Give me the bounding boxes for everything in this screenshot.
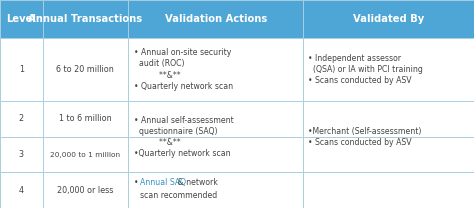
Text: 20,000 to 1 million: 20,000 to 1 million — [50, 152, 120, 158]
Bar — [0, 137, 474, 172]
Bar — [0, 172, 474, 208]
Text: Annual SAQ: Annual SAQ — [140, 178, 186, 187]
Text: • Annual on-site security
  audit (ROC)
          **&**
• Quarterly network scan: • Annual on-site security audit (ROC) **… — [134, 48, 233, 91]
Text: 6 to 20 million: 6 to 20 million — [56, 65, 114, 74]
Text: scan recommended: scan recommended — [140, 191, 217, 200]
Text: 1: 1 — [19, 65, 24, 74]
Bar — [301, 101, 306, 172]
Text: 4: 4 — [19, 186, 24, 195]
Text: & network: & network — [175, 178, 218, 187]
Text: • Annual self-assessment
  questionnaire (SAQ)
          **&**
•Quarterly networ: • Annual self-assessment questionnaire (… — [134, 116, 233, 158]
Text: • Independent assessor
  (QSA) or IA with PCI training
• Scans conducted by ASV: • Independent assessor (QSA) or IA with … — [308, 54, 423, 85]
Text: Validation Actions: Validation Actions — [164, 14, 267, 24]
Text: •: • — [134, 178, 138, 187]
Text: 2: 2 — [19, 114, 24, 123]
Text: 20,000 or less: 20,000 or less — [57, 186, 113, 195]
Text: 3: 3 — [19, 150, 24, 159]
Text: Validated By: Validated By — [353, 14, 424, 24]
Bar — [0, 101, 474, 137]
Text: 1 to 6 million: 1 to 6 million — [59, 114, 112, 123]
Text: Annual Transactions: Annual Transactions — [28, 14, 142, 24]
Bar — [0, 38, 474, 101]
Text: Level: Level — [6, 14, 36, 24]
Bar — [0, 0, 474, 38]
Text: •Merchant (Self-assessment)
• Scans conducted by ASV: •Merchant (Self-assessment) • Scans cond… — [308, 127, 421, 147]
